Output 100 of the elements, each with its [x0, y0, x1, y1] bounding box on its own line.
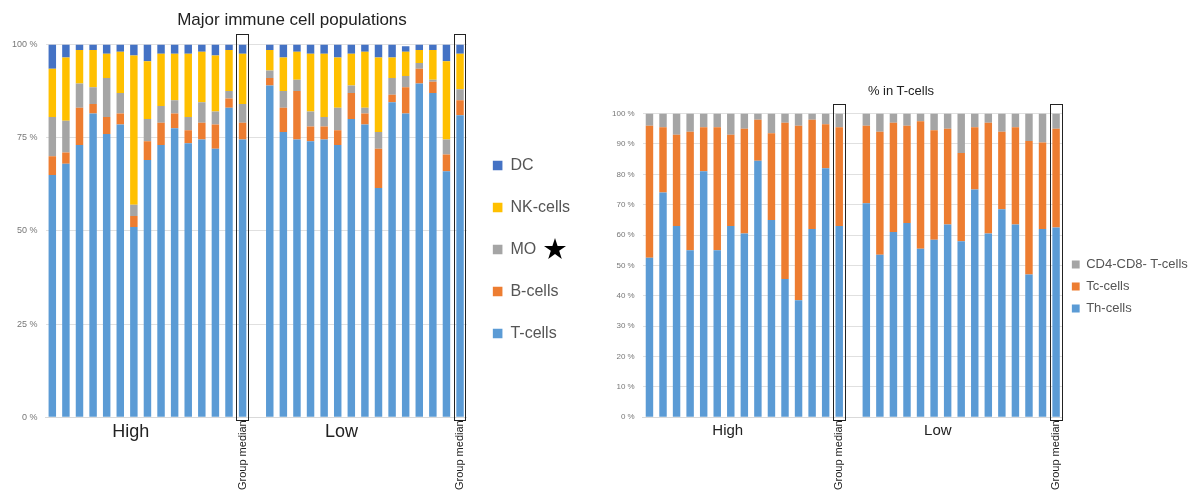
bar	[659, 113, 667, 128]
bar	[306, 44, 315, 54]
bar	[699, 127, 708, 172]
bar	[184, 44, 192, 54]
legend-label: MO	[510, 239, 537, 257]
y-tick-label: 80 %	[616, 169, 635, 179]
bar	[266, 49, 274, 71]
bar	[754, 119, 762, 161]
bar	[143, 160, 152, 417]
bar	[211, 148, 220, 417]
bar	[876, 131, 884, 255]
bar	[456, 115, 464, 417]
bar	[293, 91, 301, 140]
bar	[984, 122, 993, 234]
bar	[456, 89, 464, 101]
bar	[862, 203, 871, 417]
bar	[429, 81, 437, 93]
bar	[415, 68, 424, 84]
bar	[116, 51, 125, 93]
bar	[320, 53, 328, 118]
bar	[401, 87, 410, 114]
bar	[456, 53, 464, 90]
bar	[198, 44, 206, 52]
bar	[835, 113, 843, 128]
x-tick-label: Group median	[832, 420, 845, 491]
bar	[442, 44, 451, 62]
bar	[184, 53, 192, 118]
bar	[916, 248, 925, 417]
bar	[930, 130, 938, 240]
bar	[821, 168, 830, 417]
bar	[1052, 113, 1060, 129]
bar	[727, 134, 735, 226]
bar	[75, 107, 84, 146]
bar	[1025, 140, 1033, 275]
bar	[279, 107, 288, 133]
legend-label: DC	[510, 155, 534, 173]
bar	[75, 145, 84, 417]
bar	[89, 49, 97, 88]
bar	[320, 44, 328, 54]
bar	[306, 126, 315, 142]
bar	[211, 55, 220, 112]
legend-label: Tc-cells	[1086, 278, 1130, 294]
bar	[727, 113, 735, 135]
bar	[48, 174, 57, 417]
bar	[916, 121, 925, 249]
y-tick-label: 70 %	[616, 199, 635, 209]
bar	[889, 232, 898, 417]
bar	[89, 44, 97, 50]
bar	[62, 57, 70, 121]
bar	[225, 49, 233, 92]
bar	[102, 133, 111, 417]
bar	[102, 77, 111, 118]
bar	[876, 113, 884, 132]
legend-label: B-cells	[510, 281, 559, 299]
x-tick-label: Group median	[453, 420, 466, 491]
bar	[361, 51, 369, 108]
text: Low	[924, 420, 952, 438]
bar	[957, 241, 965, 417]
bar	[347, 44, 356, 54]
bar	[727, 225, 735, 417]
bar	[143, 118, 152, 142]
bar	[62, 163, 70, 417]
bar	[266, 70, 274, 78]
bar	[794, 300, 803, 417]
bar	[456, 44, 464, 54]
bar	[1011, 224, 1020, 417]
bar	[767, 219, 776, 417]
bar	[1052, 227, 1060, 417]
bar	[1011, 127, 1020, 225]
bar	[238, 139, 247, 417]
legend-label: NK-cells	[510, 197, 570, 215]
bar	[374, 148, 383, 188]
bar	[835, 127, 843, 226]
bar	[903, 125, 911, 223]
bar	[659, 127, 667, 193]
bar	[808, 113, 816, 120]
bar	[361, 107, 369, 114]
bar	[293, 79, 301, 92]
bar	[62, 120, 70, 153]
y-tick-label: 50 %	[616, 260, 635, 270]
bar	[835, 225, 843, 417]
bar	[429, 92, 437, 417]
bar	[415, 49, 424, 64]
bar	[157, 105, 165, 123]
bar	[198, 51, 206, 103]
bar	[943, 128, 952, 225]
bar	[279, 91, 288, 108]
bar	[198, 122, 206, 140]
text: High	[712, 420, 744, 438]
bar	[456, 100, 464, 116]
bar	[767, 133, 776, 220]
bar	[143, 141, 152, 160]
chart-title: % in T-cells	[867, 83, 935, 99]
bar	[998, 131, 1006, 210]
bar	[116, 124, 125, 417]
bar	[645, 257, 654, 417]
bar	[442, 139, 451, 155]
text: Low	[324, 421, 360, 442]
bar	[48, 68, 57, 118]
bar	[442, 61, 451, 140]
